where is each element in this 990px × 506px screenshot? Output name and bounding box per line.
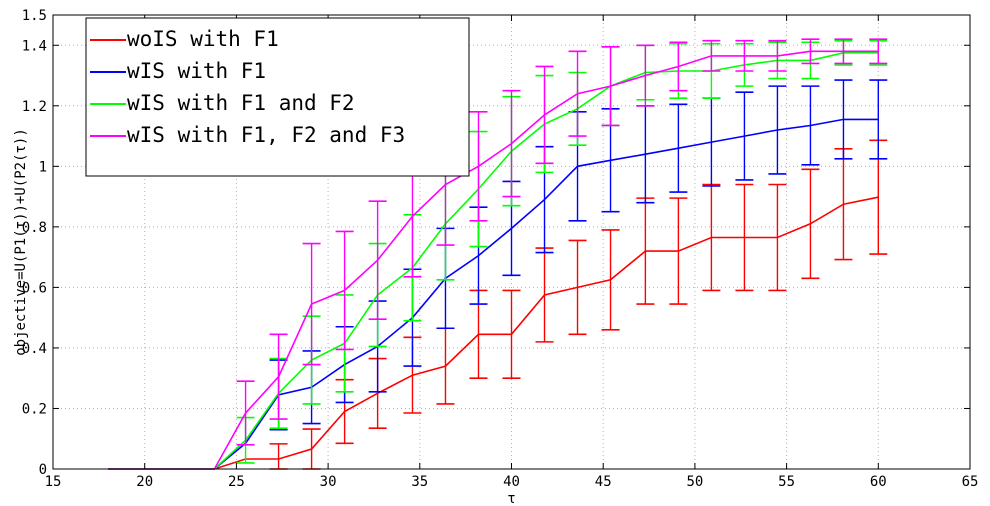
x-tick-label: 35 — [411, 474, 428, 490]
y-tick-labels: 0 0.2 0.4 0.6 0.8 1 1.2 1.4 1.5 — [22, 8, 47, 478]
error-bar — [869, 38, 888, 65]
error-bar — [768, 183, 787, 292]
y-tick-label: 1 — [39, 159, 47, 175]
error-bar — [601, 229, 620, 331]
error-bar — [368, 200, 387, 320]
y-tick-label: 0.4 — [22, 341, 47, 357]
error-bar — [735, 91, 754, 181]
error-bar — [469, 111, 488, 222]
series-line — [108, 118, 879, 470]
error-bar — [502, 289, 521, 380]
x-tick-labels: 15 20 25 30 35 40 45 50 55 60 65 — [45, 474, 979, 490]
series-line — [108, 196, 879, 470]
error-bar — [535, 65, 554, 165]
legend-label: wIS with F1 — [127, 59, 266, 83]
y-tick-label: 1.5 — [22, 8, 47, 24]
legend-box — [85, 17, 470, 177]
error-bar — [869, 79, 888, 160]
error-bar — [768, 85, 787, 175]
x-tick-label: 40 — [503, 474, 520, 490]
legend-label: wIS with F1 and F2 — [127, 91, 355, 115]
error-bar — [801, 168, 820, 280]
error-bar — [834, 79, 853, 160]
y-tick-label: 0.2 — [22, 401, 47, 417]
error-bar — [834, 38, 853, 65]
error-bar — [601, 45, 620, 127]
error-bar — [801, 38, 820, 65]
legend: woIS with F1 wIS with F1 wIS with F1 and F… — [85, 17, 470, 177]
x-tick-label: 50 — [686, 474, 703, 490]
error-bar — [568, 50, 587, 137]
x-tick-label: 30 — [320, 474, 337, 490]
x-tick-label: 60 — [870, 474, 887, 490]
error-bar — [669, 41, 688, 92]
error-bar — [302, 242, 321, 366]
error-bar — [735, 183, 754, 292]
legend-item: wIS with F1 and F2 — [90, 91, 355, 115]
tick-marks — [52, 14, 971, 470]
y-tick-label: 0.8 — [22, 220, 47, 236]
y-tick-label: 0.6 — [22, 280, 47, 296]
error-bar — [269, 333, 288, 420]
x-tick-label: 25 — [228, 474, 245, 490]
legend-item: wIS with F1, F2 and F3 — [90, 123, 405, 147]
y-tick-label: 1.4 — [22, 38, 47, 54]
x-tick-label: 65 — [962, 474, 979, 490]
error-bar — [669, 103, 688, 193]
legend-label: woIS with F1 — [127, 27, 279, 51]
x-tick-label: 45 — [595, 474, 612, 490]
error-bar — [702, 39, 721, 72]
x-tick-label: 15 — [45, 474, 62, 490]
legend-item: wIS with F1 — [90, 59, 266, 83]
series-layer — [108, 38, 888, 470]
x-tick-label: 55 — [778, 474, 795, 490]
y-axis-label: objective=U(P1(τ))+U(P2(τ)) — [13, 128, 29, 356]
y-tick-label: 0 — [39, 462, 47, 478]
error-bar — [636, 44, 655, 107]
series-4 — [108, 38, 888, 470]
legend-item: woIS with F1 — [90, 27, 279, 51]
series-line — [108, 50, 879, 470]
error-bar — [801, 85, 820, 166]
x-tick-label: 20 — [136, 474, 153, 490]
error-bar — [502, 89, 521, 198]
x-axis-label: τ — [507, 491, 515, 506]
legend-label: wIS with F1, F2 and F3 — [127, 123, 405, 147]
error-bar — [735, 39, 754, 72]
error-bar — [236, 380, 255, 446]
error-bar — [768, 39, 787, 72]
y-tick-label: 1.2 — [22, 99, 47, 115]
error-bar — [669, 197, 688, 305]
error-bar — [335, 230, 354, 351]
error-bar — [568, 239, 587, 336]
